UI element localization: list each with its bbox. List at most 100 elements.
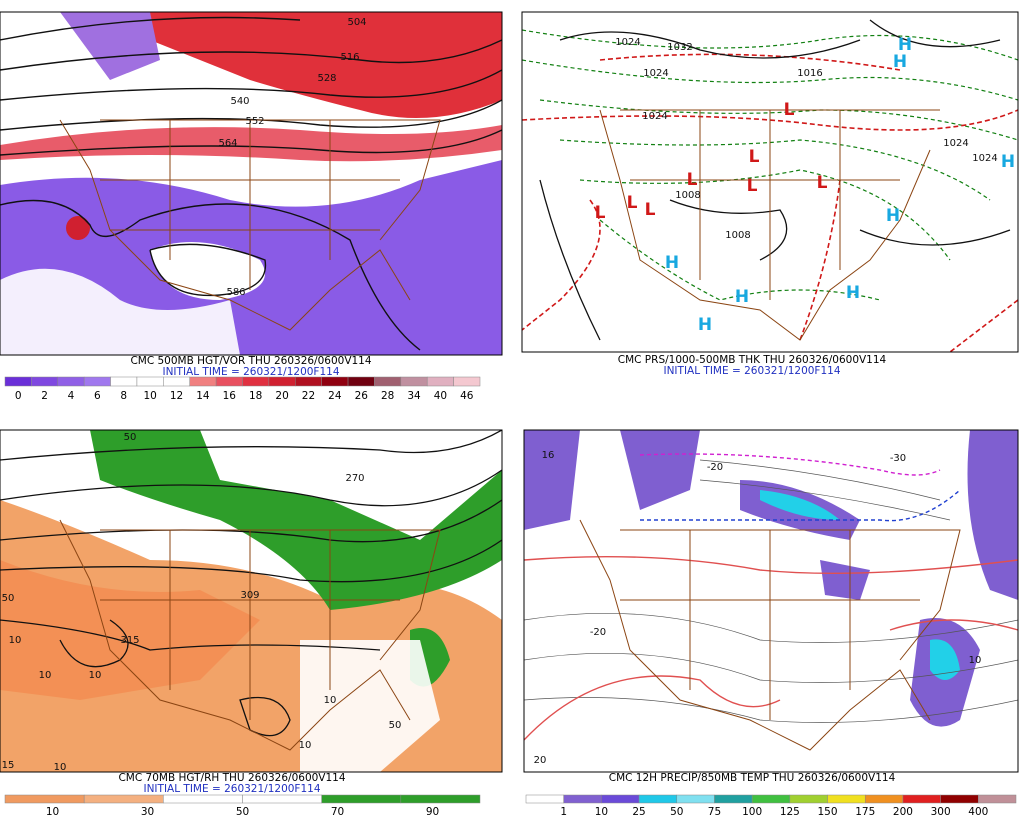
contour-label: 1032 [667, 42, 692, 53]
panel-title: CMC 12H PRECIP/850MB TEMP THU 260326/060… [609, 772, 896, 784]
panel-subtitle: INITIAL TIME = 260321/1200F114 [143, 783, 320, 795]
colorbar-label: 300 [931, 806, 951, 818]
colorbar-label: 28 [381, 390, 394, 402]
contour-label: 309 [240, 590, 259, 601]
colorbar-label: 8 [120, 390, 127, 402]
colorbar-swatch [83, 376, 111, 387]
colorbar-label: 18 [249, 390, 262, 402]
colorbar-label: 30 [141, 806, 154, 818]
colorbar-swatch [31, 376, 59, 387]
colorbar-swatch [4, 794, 85, 804]
contour-label: 50 [389, 720, 402, 731]
colorbar-swatch [4, 376, 32, 387]
map-humidity [0, 430, 502, 772]
colorbar-swatch [83, 794, 164, 804]
high-marker: H [893, 52, 907, 72]
contour-label: 516 [340, 52, 359, 63]
colorbar-label: 175 [855, 806, 875, 818]
colorbar-label: 125 [780, 806, 800, 818]
colorbar-label: 16 [223, 390, 237, 402]
frame [521, 11, 1019, 353]
colorbar-swatch [400, 376, 428, 387]
frame [523, 429, 1019, 773]
colorbar-swatch [751, 794, 791, 804]
panel-subtitle: INITIAL TIME = 260321/1200F114 [663, 365, 840, 377]
colorbar-label: 46 [460, 390, 474, 402]
colorbar-swatch [978, 794, 1017, 804]
contour-label: 1008 [675, 190, 700, 201]
low-marker: L [595, 203, 606, 223]
colorbar-label: 50 [670, 806, 683, 818]
contour-label: 586 [226, 287, 245, 298]
colorbar-label: 40 [434, 390, 447, 402]
contour-label: 15 [2, 760, 15, 771]
colorbar-swatch [242, 794, 322, 804]
low-marker: L [627, 193, 638, 213]
contour-label: -20 [590, 627, 606, 638]
colorbar-swatch [321, 794, 402, 804]
colorbar-swatch [400, 794, 481, 804]
contour-label: 10 [324, 695, 337, 706]
colorbar-label: 6 [94, 390, 101, 402]
contour-label: 315 [120, 635, 139, 646]
colorbar-swatch [163, 376, 190, 387]
colorbar-label: 75 [708, 806, 721, 818]
colorbar-swatch [714, 794, 753, 804]
colorbar-swatch [321, 376, 349, 387]
contour-label: 1024 [642, 111, 667, 122]
colorbar-swatch [136, 376, 164, 387]
colorbar-label: 14 [196, 390, 210, 402]
low-marker: L [817, 173, 828, 193]
low-marker: L [687, 170, 698, 190]
low-marker: L [747, 176, 758, 196]
panel-subtitle: INITIAL TIME = 260321/1200F114 [162, 366, 339, 378]
map-precipitation [524, 430, 1018, 772]
low-marker: L [645, 200, 656, 220]
colorbar-label: 12 [170, 390, 183, 402]
frame [0, 11, 503, 356]
contour-label: -20 [707, 462, 723, 473]
colorbar-swatch [676, 794, 715, 804]
high-marker: H [1001, 152, 1015, 172]
colorbar-label: 150 [818, 806, 838, 818]
colorbar-swatch [940, 794, 979, 804]
colorbar-swatch [563, 794, 602, 804]
panel-title: CMC 500MB HGT/VOR THU 260326/0600V114 [130, 355, 371, 367]
colorbar-label: 10 [143, 390, 156, 402]
low-marker: L [749, 147, 760, 167]
contour-label: 1008 [725, 230, 750, 241]
high-marker: H [846, 283, 860, 303]
colorbar-swatch [189, 376, 217, 387]
colorbar-label: 90 [426, 806, 439, 818]
annotations: CMC 500MB HGT/VOR THU 260326/0600V114INI… [2, 17, 1017, 818]
contour-label: 10 [54, 762, 67, 773]
colorbar-swatch [601, 794, 640, 804]
colorbar-label: 25 [632, 806, 645, 818]
panel-title: CMC 70MB HGT/RH THU 260326/0600V114 [118, 772, 345, 784]
high-marker: H [898, 35, 912, 55]
low-marker: L [784, 100, 795, 120]
high-marker: H [886, 206, 900, 226]
colorbar-swatch [426, 376, 454, 387]
contour-label: 10 [9, 635, 22, 646]
colorbar-label: 4 [68, 390, 75, 402]
colorbar-swatch [638, 794, 678, 804]
colorbar-swatch [453, 376, 481, 387]
colorbar-swatch [789, 794, 828, 804]
contour-label: 1024 [643, 68, 668, 79]
colorbar-swatch [374, 376, 402, 387]
contour-label: 504 [347, 17, 366, 28]
colorbar-swatch [242, 376, 270, 387]
colorbar-label: 34 [407, 390, 421, 402]
colorbar-label: 20 [275, 390, 288, 402]
panel-title: CMC PRS/1000-500MB THK THU 260326/0600V1… [618, 354, 887, 366]
colorbar-swatch [215, 376, 243, 387]
contour-label: 10 [299, 740, 312, 751]
colorbar-label: 2 [41, 390, 48, 402]
colorbar-label: 200 [893, 806, 913, 818]
contour-label: 1016 [797, 68, 822, 79]
contour-label: 1024 [943, 138, 968, 149]
contour-label: 540 [230, 96, 249, 107]
map-pressure [522, 12, 1018, 352]
